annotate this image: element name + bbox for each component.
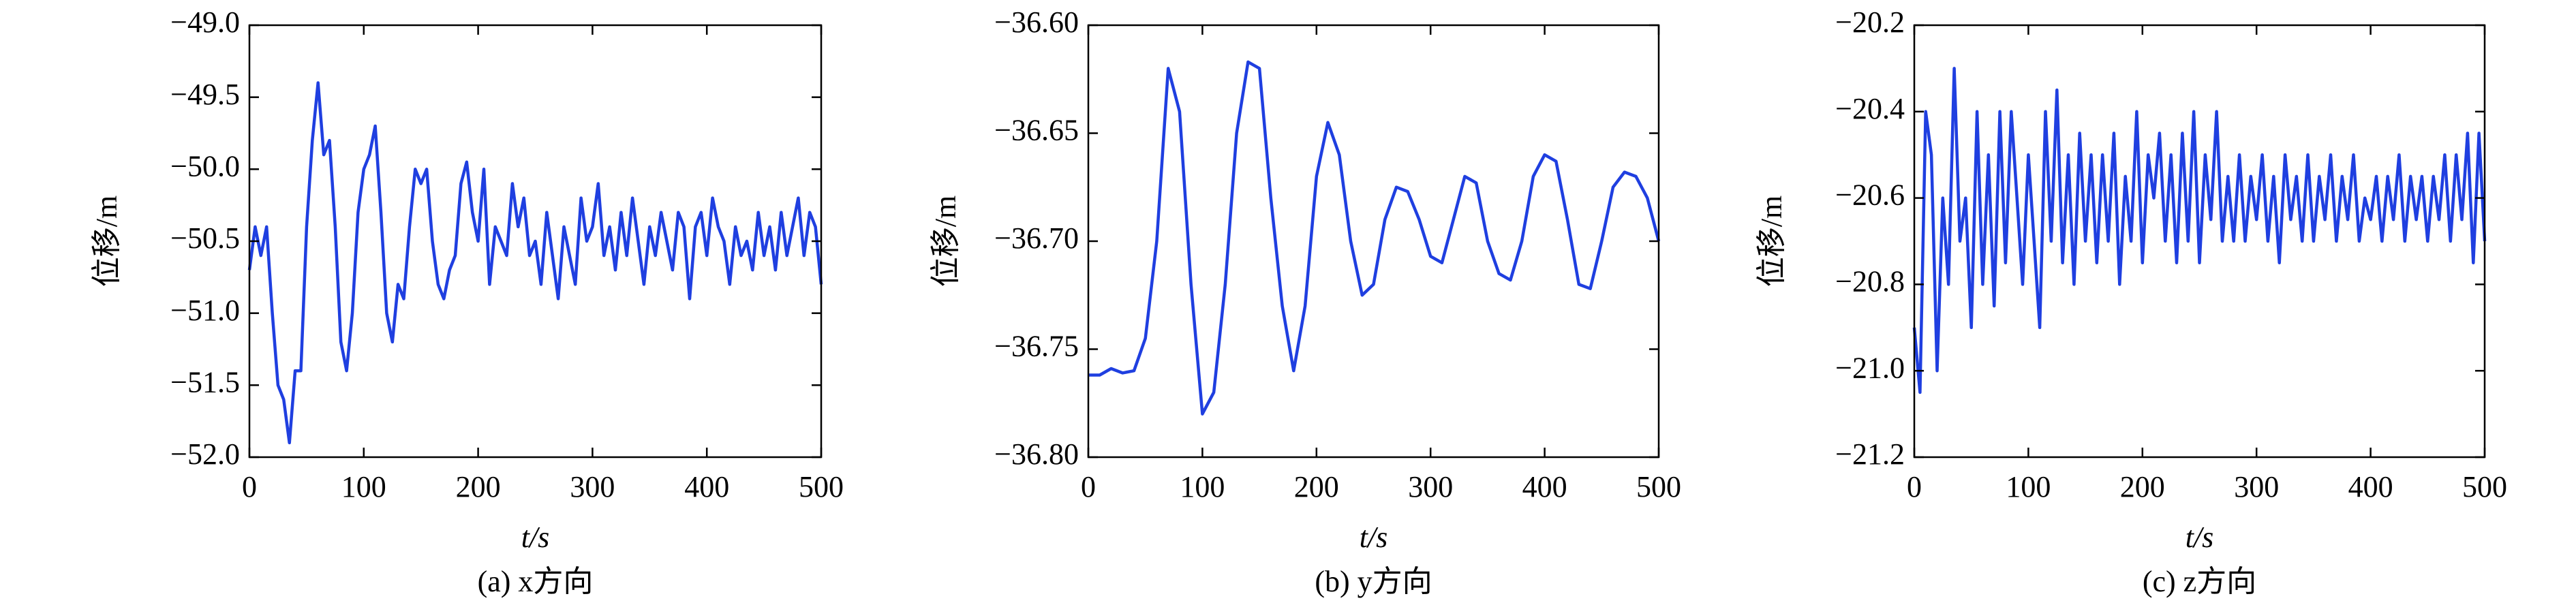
x-tick-label: 400 [684,470,729,503]
y-tick-label: −36.65 [994,114,1079,147]
x-tick-label: 300 [1408,470,1453,503]
y-tick-label: −20.8 [1835,264,1905,298]
chart-caption: (a) x方向 [478,565,594,598]
x-tick-label: 300 [2234,470,2279,503]
y-tick-label: −36.70 [994,221,1079,255]
x-axis-label: t/s [521,521,550,554]
y-tick-label: −49.0 [170,5,240,39]
y-tick-label: −52.0 [170,437,240,471]
y-tick-label: −20.6 [1835,179,1905,212]
y-axis-label: 位移/m [1755,196,1788,287]
y-tick-label: −36.80 [994,437,1079,471]
y-axis-label: 位移/m [929,196,962,287]
y-tick-label: −20.2 [1835,5,1905,39]
chart-caption: (b) y方向 [1315,565,1432,598]
y-tick-label: −21.2 [1835,437,1905,471]
y-axis-label: 位移/m [90,196,123,287]
y-tick-label: −50.5 [170,221,240,255]
y-tick-label: −50.0 [170,149,240,183]
x-tick-label: 400 [2348,470,2393,503]
data-line [247,81,823,445]
data-line [1088,60,1661,416]
x-axis-label: t/s [2186,521,2214,554]
x-tick-label: 0 [1907,470,1922,503]
y-tick-label: −36.75 [994,330,1079,363]
x-tick-label: 0 [242,470,257,503]
x-tick-label: 500 [2462,470,2507,503]
data-line [1912,67,2487,394]
x-tick-label: 300 [570,470,615,503]
x-tick-label: 0 [1081,470,1096,503]
x-tick-label: 400 [1522,470,1567,503]
y-tick-label: −51.5 [170,365,240,399]
x-tick-label: 100 [1180,470,1225,503]
chart-caption: (c) z方向 [2143,565,2256,598]
x-tick-label: 100 [341,470,386,503]
x-tick-label: 200 [2120,470,2165,503]
y-tick-label: −36.60 [994,5,1079,39]
x-tick-label: 200 [456,470,501,503]
x-tick-label: 200 [1294,470,1339,503]
y-tick-label: −51.0 [170,294,240,327]
x-tick-label: 100 [2006,470,2051,503]
x-tick-label: 500 [1636,470,1681,503]
plot-frame [1913,24,2486,459]
x-tick-label: 500 [799,470,844,503]
y-tick-label: −21.0 [1835,351,1905,384]
y-tick-label: −49.5 [170,78,240,111]
y-tick-label: −20.4 [1835,92,1905,125]
x-axis-label: t/s [1360,521,1388,554]
